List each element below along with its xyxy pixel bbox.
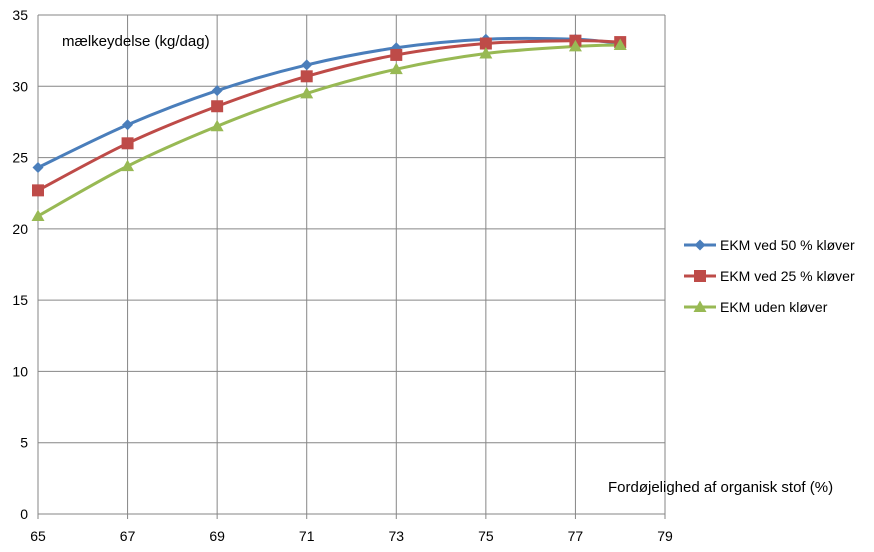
legend-label: EKM ved 25 % kløver [720,268,855,284]
legend-label: EKM uden kløver [720,299,828,315]
data-point-marker [568,39,582,52]
data-point-marker [122,119,134,131]
axes: 0 5 10 15 20 25 30 35 65 67 69 71 73 75 77 79 [12,7,673,544]
data-point-marker [210,119,224,132]
y-tick-label: 20 [12,221,28,237]
data-point-marker [300,86,314,99]
y-tick-label: 10 [12,363,28,379]
y-tick-label: 30 [12,78,28,94]
data-point-marker [32,184,44,197]
data-point-marker [300,70,313,83]
y-tick-label: 35 [12,7,28,23]
x-tick-label: 75 [478,528,494,544]
legend-label: EKM ved 50 % kløver [720,237,855,253]
data-point-marker [389,62,403,75]
data-point-marker [121,137,134,150]
x-tick-label: 77 [568,528,584,544]
legend-marker [693,300,707,312]
data-point-marker [32,162,44,174]
y-tick-label: 25 [12,150,28,166]
legend-marker [694,270,706,282]
x-tick-label: 73 [388,528,404,544]
data-point-marker [479,46,493,59]
data-point-marker [613,38,627,50]
x-tick-label: 71 [299,528,315,544]
data-point-marker [479,37,492,50]
legend: EKM ved 50 % kløver EKM ved 25 % kløver EK… [684,237,855,315]
data-markers [31,33,627,222]
x-tick-label: 69 [209,528,225,544]
y-axis-label: mælkeydelse (kg/dag) [62,33,210,50]
x-tick-label: 65 [30,528,46,544]
series-line-1 [37,36,621,169]
x-tick-label: 79 [657,528,673,544]
data-point-marker [121,159,135,172]
gridlines [37,14,666,515]
legend-marker [694,239,706,251]
data-point-marker [211,100,224,113]
data-point-marker [301,59,313,71]
x-tick-label: 67 [120,528,136,544]
y-tick-label: 5 [20,435,28,451]
data-point-marker [31,209,45,222]
x-axis-label: Fordøjelighed af organisk stof (%) [608,479,833,496]
y-tick-label: 0 [20,506,28,522]
y-tick-label: 15 [12,292,28,308]
data-point-marker [390,48,403,61]
data-point-marker [211,85,223,97]
